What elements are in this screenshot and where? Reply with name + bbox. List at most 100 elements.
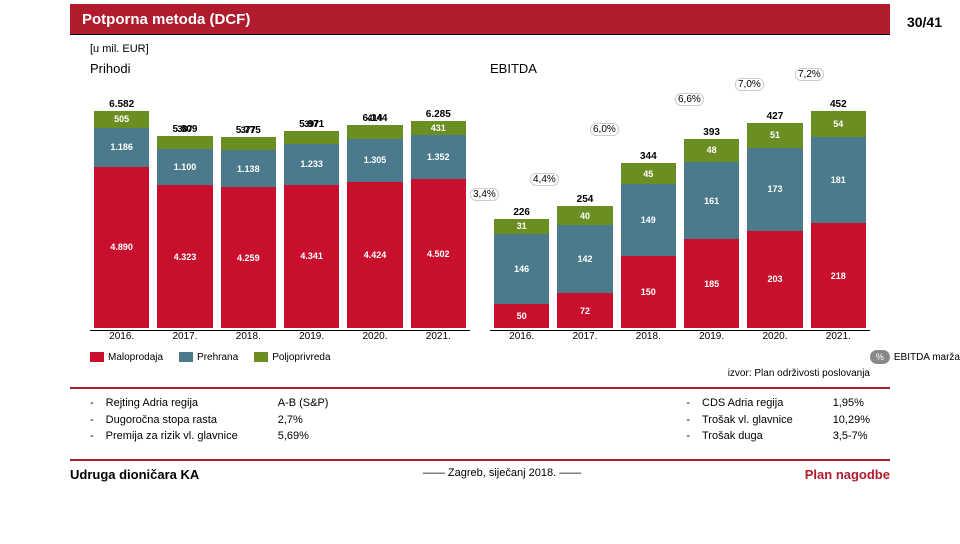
segment-label: 146 [514,264,529,274]
chart-title-left: Prihodi [90,61,470,76]
x-label: 2016. [494,331,549,342]
bar-stack: 3871.1004.323 [157,136,212,328]
bar-segment: 4.424 [347,182,402,328]
segment-label: 4.424 [364,250,387,260]
pct-label: 4,4% [530,173,559,186]
pct-label: 6,0% [590,123,619,136]
x-label: 2018. [621,331,676,342]
bar-segment: 48 [684,139,739,162]
bar-col: 45254 181 218 [811,99,866,328]
segment-label: 161 [704,196,719,206]
segment-label: 505 [114,114,129,124]
labels-right: CDS Adria regijaTrošak vl. glavniceTroša… [702,395,793,445]
bar-stack: 3971.2334.341 [284,131,339,328]
legend-sq-poljo [254,352,268,362]
x-label: 2020. [347,331,402,342]
bar-stack: 40142 72 [557,206,612,328]
bars-right: 2263114650254401427234445149150393481611… [490,78,870,328]
bar-segment: 146 [494,234,549,304]
segment-label: 72 [580,306,590,316]
segment-label: 1.305 [364,155,387,165]
bar-segment: 31 [494,219,549,234]
bullets-right: --- [686,395,690,445]
footer-right: Plan nagodbe [805,467,890,482]
segment-label: 4.323 [174,252,197,262]
segment-label: 387 [177,124,192,134]
bar-stack: 31 146 50 [494,219,549,328]
x-label: 2016. [94,331,149,342]
bar-segment: 50 [494,304,549,328]
x-label: 2021. [411,331,466,342]
bar-segment: 150 [621,256,676,328]
bar-col: 427 51 173203 [747,111,802,328]
bar-segment: 4.502 [411,179,466,328]
segment-label: 181 [831,175,846,185]
bar-segment: 181 [811,137,866,224]
bar-segment: 4.323 [157,185,212,328]
x-label: 2019. [284,331,339,342]
bar-col: 5.7753771.1384.259 [221,125,276,328]
bar-col: 6.1444141.3054.424 [347,113,402,328]
segment-label: 45 [643,169,653,179]
bar-col: 5.8093871.1004.323 [157,124,212,328]
unit-label: [u mil. EUR] [90,43,960,55]
notes-left: --- Rejting Adria regijaDugoročna stopa … [90,395,238,445]
bar-col: 6.582 505 1.186 4.890 [94,99,149,328]
bar-stack: 414 1.305 4.424 [347,125,402,328]
legend-prehrana: Prehrana [179,352,238,363]
segment-label: 150 [641,287,656,297]
segment-label: 414 [367,113,382,123]
bars-left: 6.5825051.1864.8905.8093871.1004.3235.77… [90,78,470,328]
bar-segment: 4.341 [284,185,339,328]
chart-prihodi: Prihodi 6.5825051.1864.8905.8093871.1004… [90,57,470,342]
bar-total: 6.582 [109,99,134,110]
bar-stack: 54 181 218 [811,111,866,328]
bar-segment: 397 [284,131,339,144]
pct-label: 6,6% [675,93,704,106]
bar-segment: 72 [557,293,612,328]
x-label: 2019. [684,331,739,342]
bar-segment: 1.233 [284,144,339,185]
bar-total: 393 [703,127,720,138]
segment-label: 51 [770,130,780,140]
bar-col: 2544014272 [557,194,612,328]
bullets-left: --- [90,395,94,445]
bar-segment: 54 [811,111,866,137]
bar-segment: 51 [747,123,802,147]
bar-segment: 161 [684,162,739,239]
bar-total: 427 [767,111,784,122]
segment-label: 1.138 [237,164,260,174]
page-number: 30/41 [907,14,942,30]
header-bar: Potporna metoda (DCF) [70,4,890,34]
bar-segment: 377 [221,137,276,149]
bar-segment: 40 [557,206,612,225]
x-label: 2020. [747,331,802,342]
chart-ebitda: EBITDA 226311465025440142723444514915039… [490,57,870,342]
labels-left: Rejting Adria regijaDugoročna stopa rast… [106,395,238,445]
bar-segment: 1.352 [411,135,466,180]
segment-label: 4.890 [110,242,133,252]
bar-segment: 4.259 [221,187,276,328]
segment-label: 31 [517,221,527,231]
segment-label: 185 [704,279,719,289]
segment-label: 377 [241,125,256,135]
top-divider [70,34,890,35]
bar-segment: 142 [557,225,612,293]
notes-right: --- CDS Adria regijaTrošak vl. glavniceT… [686,395,792,445]
x-label: 2021. [811,331,866,342]
bar-total: 452 [830,99,847,110]
bar-segment: 414 [347,125,402,139]
segment-label: 48 [707,145,717,155]
bar-segment: 1.186 [94,128,149,167]
vals-left: A-B (S&P)2,7%5,69% [278,395,329,445]
pct-icon: % [870,350,890,364]
pct-label: 3,4% [470,188,499,201]
bar-stack: 45149150 [621,163,676,328]
segment-label: 431 [431,123,446,133]
bar-stack: 48 161 185 [684,139,739,328]
bar-segment: 203 [747,231,802,328]
segment-label: 1.100 [174,162,197,172]
bar-segment: 173 [747,148,802,231]
legend: Maloprodaja Prehrana Poljoprivreda %EBIT… [90,350,960,364]
segment-label: 218 [831,271,846,281]
